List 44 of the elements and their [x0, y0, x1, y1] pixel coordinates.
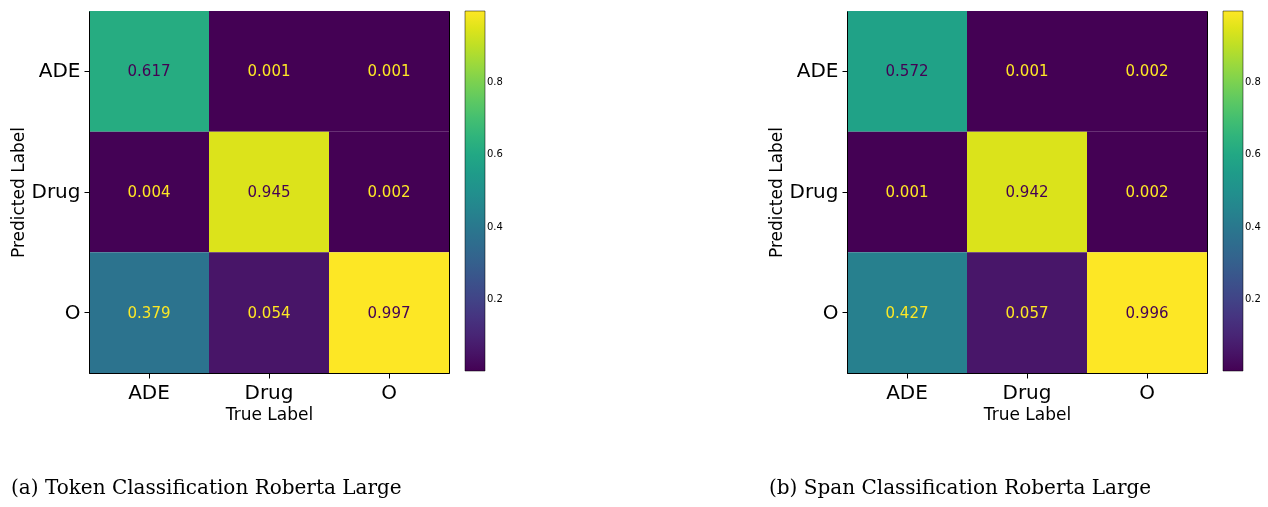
y-axis-title: Predicted Label — [765, 126, 786, 259]
color-bar-label: 0.2 — [487, 293, 503, 305]
data-label: 0.001 — [367, 62, 411, 81]
x-tick-label: O — [1139, 379, 1155, 404]
data-label: 0.002 — [1125, 183, 1169, 201]
data-label: 0.001 — [247, 62, 291, 81]
y-tick-label: Drug — [31, 179, 81, 203]
data-label: 0.427 — [885, 303, 929, 322]
x-axis-title: True Label — [982, 403, 1072, 424]
y-tick-label: Drug — [789, 179, 839, 203]
color-bar-label: 0.6 — [487, 148, 503, 160]
y-tick-label: ADE — [796, 58, 839, 83]
y-tick-label: ADE — [38, 58, 81, 83]
color-bar-label: 0.8 — [1245, 75, 1261, 87]
color-bar-label: 0.2 — [1245, 293, 1261, 304]
data-label: 0.945 — [247, 183, 291, 201]
data-label: 0.002 — [367, 183, 411, 201]
data-label: 0.617 — [127, 62, 171, 81]
x-tick-label: ADE — [886, 379, 928, 404]
text: (a) Token Classification Roberta Large — [11, 475, 402, 499]
data-label: 0.004 — [127, 183, 171, 201]
data-label: 0.001 — [885, 183, 929, 201]
data-label: 0.054 — [247, 303, 291, 322]
x-axis-title: True Label — [224, 403, 314, 424]
color-bar-label: 0.4 — [487, 220, 503, 232]
data-label: 0.057 — [1005, 303, 1049, 322]
data-label: 0.997 — [367, 303, 411, 322]
y-axis-title: Predicted Label — [7, 126, 28, 259]
y-tick-label: O — [822, 299, 839, 324]
y-tick-label: O — [64, 299, 81, 324]
x-tick-label: Drug — [1002, 379, 1052, 404]
text: (b) Span Classification Roberta Large — [769, 475, 1152, 499]
color-bar-label: 0.8 — [487, 76, 503, 88]
data-label: 0.572 — [885, 62, 929, 81]
data-label: 0.942 — [1005, 183, 1049, 201]
x-tick-label: Drug — [244, 379, 294, 404]
color-bar-label: 0.6 — [1245, 148, 1261, 160]
x-tick-label: ADE — [128, 379, 170, 404]
data-label: 0.002 — [1125, 62, 1169, 81]
x-tick-label: O — [381, 379, 397, 404]
data-label: 0.379 — [127, 303, 171, 322]
data-label: 0.996 — [1125, 303, 1169, 322]
color-bar-label: 0.4 — [1245, 220, 1261, 232]
data-label: 0.001 — [1005, 62, 1049, 81]
